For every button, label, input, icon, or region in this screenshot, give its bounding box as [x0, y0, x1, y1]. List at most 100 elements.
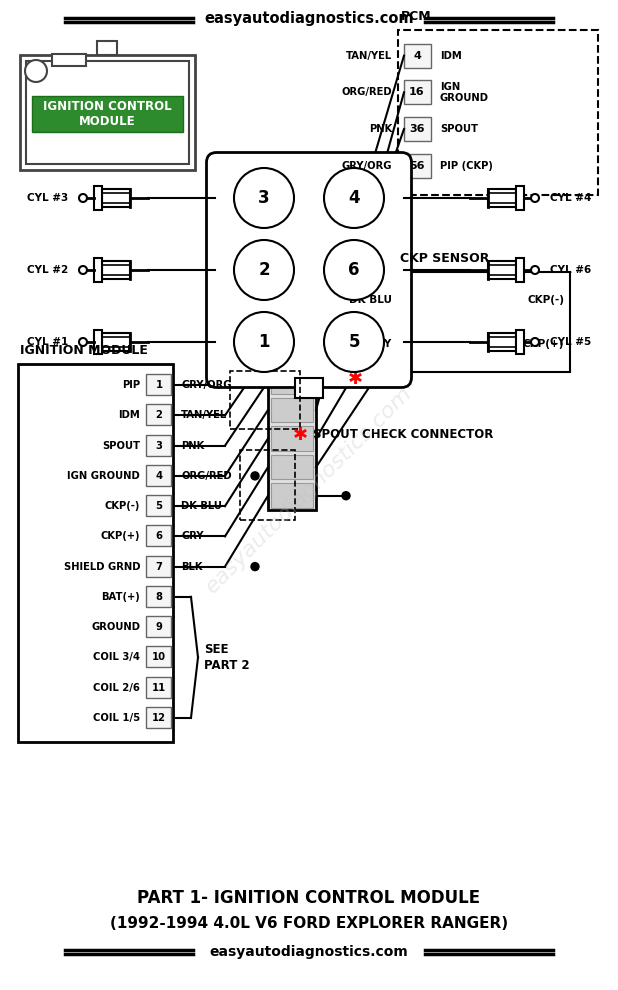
- Bar: [488, 333, 516, 351]
- Text: CYL #6: CYL #6: [550, 265, 591, 275]
- Bar: [271, 398, 313, 423]
- Bar: [398, 30, 598, 195]
- Bar: [271, 454, 313, 479]
- Text: CKP(+): CKP(+): [101, 532, 140, 542]
- Text: 10: 10: [152, 652, 166, 662]
- Text: 2: 2: [258, 261, 270, 279]
- Text: ✱: ✱: [292, 426, 308, 444]
- Text: ORG/RED: ORG/RED: [341, 87, 392, 97]
- Bar: [146, 555, 171, 576]
- Text: ✱: ✱: [347, 370, 363, 388]
- Bar: [102, 189, 130, 207]
- Bar: [26, 61, 189, 164]
- Text: CYL #1: CYL #1: [27, 337, 68, 347]
- Text: SPOUT: SPOUT: [440, 124, 478, 134]
- Text: COIL 3/4: COIL 3/4: [93, 652, 140, 662]
- Text: PNK: PNK: [181, 441, 205, 450]
- Text: CKP(+): CKP(+): [522, 339, 564, 349]
- Text: GRY/ORG: GRY/ORG: [181, 380, 232, 390]
- Bar: [271, 369, 313, 394]
- Text: COIL 2/6: COIL 2/6: [93, 682, 140, 693]
- Text: 6: 6: [349, 261, 360, 279]
- Text: 2: 2: [156, 411, 163, 421]
- Bar: [295, 377, 323, 398]
- Text: easyautodiagnostics.com: easyautodiagnostics.com: [210, 945, 408, 959]
- Bar: [146, 586, 171, 607]
- Text: PART 1- IGNITION CONTROL MODULE: PART 1- IGNITION CONTROL MODULE: [137, 889, 481, 907]
- Text: 6: 6: [156, 532, 163, 542]
- Text: BAT(+): BAT(+): [101, 592, 140, 602]
- Circle shape: [531, 266, 539, 274]
- Circle shape: [531, 338, 539, 346]
- Text: ORG/RED: ORG/RED: [181, 471, 232, 481]
- Bar: [404, 80, 431, 104]
- Text: 4: 4: [413, 50, 421, 60]
- Text: 12: 12: [152, 713, 166, 723]
- Text: CKP SENSOR: CKP SENSOR: [400, 251, 489, 264]
- Text: COIL 1/5: COIL 1/5: [93, 713, 140, 723]
- Bar: [146, 374, 171, 395]
- Text: PCM: PCM: [401, 10, 431, 23]
- Bar: [102, 261, 130, 279]
- Text: PIP (CKP): PIP (CKP): [440, 160, 493, 170]
- Bar: [146, 465, 171, 486]
- Bar: [488, 189, 516, 207]
- FancyBboxPatch shape: [206, 152, 412, 387]
- Circle shape: [324, 168, 384, 228]
- Circle shape: [251, 472, 259, 480]
- Text: 7: 7: [156, 561, 163, 571]
- Text: DK BLU: DK BLU: [181, 501, 222, 511]
- Text: 36: 36: [409, 124, 425, 134]
- Text: IDM: IDM: [440, 50, 462, 60]
- Text: GRY: GRY: [181, 532, 203, 542]
- Bar: [230, 371, 300, 430]
- Circle shape: [25, 60, 47, 82]
- Bar: [18, 364, 173, 742]
- Text: DK BLU: DK BLU: [349, 295, 392, 305]
- Text: 5: 5: [349, 333, 360, 351]
- Text: 3: 3: [258, 189, 270, 207]
- Text: 16: 16: [409, 87, 425, 97]
- Text: easyautodiagnostics.com: easyautodiagnostics.com: [202, 383, 416, 597]
- Text: GROUND: GROUND: [91, 622, 140, 632]
- Text: PART 2: PART 2: [204, 658, 250, 672]
- Text: CKP(-): CKP(-): [527, 295, 564, 305]
- Text: IGNITION CONTROL
MODULE: IGNITION CONTROL MODULE: [43, 100, 172, 128]
- Bar: [146, 707, 171, 728]
- Bar: [516, 186, 524, 210]
- Circle shape: [324, 312, 384, 372]
- Bar: [240, 449, 295, 520]
- Text: GRY/ORG: GRY/ORG: [342, 160, 392, 170]
- Circle shape: [234, 312, 294, 372]
- Text: 56: 56: [409, 160, 425, 170]
- Text: easyautodiagnostics.com: easyautodiagnostics.com: [204, 11, 414, 26]
- Bar: [516, 258, 524, 282]
- Circle shape: [531, 194, 539, 202]
- Circle shape: [251, 562, 259, 570]
- Text: CYL #4: CYL #4: [550, 193, 591, 203]
- Bar: [516, 330, 524, 354]
- Bar: [52, 54, 86, 66]
- Text: (1992-1994 4.0L V6 FORD EXPLORER RANGER): (1992-1994 4.0L V6 FORD EXPLORER RANGER): [110, 916, 508, 931]
- Text: 3: 3: [156, 441, 163, 450]
- Text: SEE: SEE: [204, 643, 229, 655]
- Text: 11: 11: [152, 682, 166, 693]
- Text: 1: 1: [258, 333, 269, 351]
- Bar: [268, 310, 316, 510]
- Text: SHIELD GRND: SHIELD GRND: [64, 561, 140, 571]
- Bar: [97, 41, 117, 55]
- Bar: [404, 44, 431, 67]
- Text: CYL #2: CYL #2: [27, 265, 68, 275]
- Text: 5: 5: [156, 501, 163, 511]
- Circle shape: [234, 168, 294, 228]
- Text: GRY: GRY: [369, 339, 392, 349]
- Circle shape: [234, 240, 294, 300]
- Bar: [20, 55, 195, 170]
- Text: IGNITION MODULE: IGNITION MODULE: [20, 344, 148, 356]
- Text: CYL #5: CYL #5: [550, 337, 591, 347]
- Bar: [271, 483, 313, 508]
- Circle shape: [79, 194, 87, 202]
- Bar: [404, 153, 431, 177]
- Circle shape: [79, 266, 87, 274]
- Text: SPOUT CHECK CONNECTOR: SPOUT CHECK CONNECTOR: [313, 429, 493, 442]
